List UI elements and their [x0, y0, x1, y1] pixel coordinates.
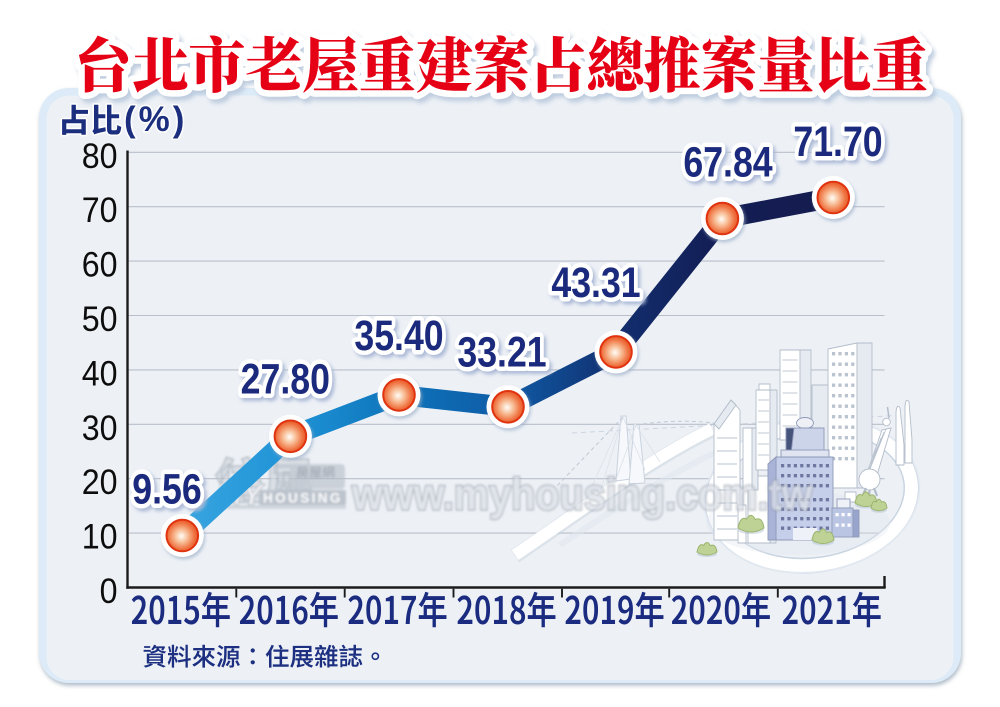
svg-text:35.40: 35.40 — [354, 312, 443, 360]
svg-text:60: 60 — [82, 246, 118, 285]
svg-text:HOUSING: HOUSING — [263, 491, 343, 506]
svg-text:40: 40 — [82, 355, 118, 394]
svg-text:20: 20 — [82, 464, 118, 503]
svg-text:30: 30 — [82, 410, 118, 449]
svg-text:67.84: 67.84 — [683, 138, 772, 186]
svg-text:50: 50 — [82, 301, 118, 340]
svg-text:70: 70 — [82, 192, 118, 231]
svg-text:43.31: 43.31 — [551, 259, 640, 307]
svg-text:0: 0 — [100, 573, 118, 612]
svg-text:www.myhousing.com.tw: www.myhousing.com.tw — [351, 469, 813, 519]
svg-text:80: 80 — [82, 138, 118, 177]
svg-text:(%): (%) — [124, 100, 187, 139]
svg-text:27.80: 27.80 — [241, 355, 330, 403]
svg-text:10: 10 — [82, 518, 118, 557]
svg-text:9.56: 9.56 — [132, 465, 201, 513]
svg-text:71.70: 71.70 — [793, 118, 882, 166]
svg-text:33.21: 33.21 — [457, 328, 546, 376]
